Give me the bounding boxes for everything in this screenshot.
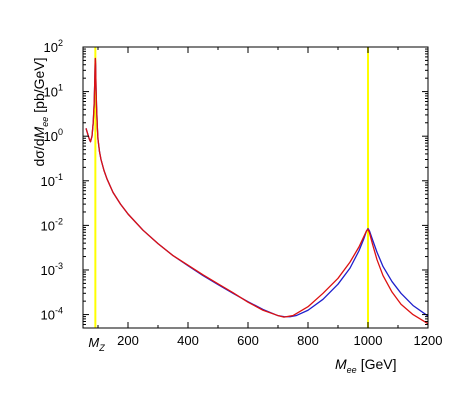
y-axis-title: dσ/dMee[pb/GeV]	[31, 57, 50, 166]
data-series	[85, 57, 429, 325]
x-tick-label-mz: MZ	[88, 335, 105, 353]
x-tick-label: 600	[237, 333, 259, 348]
y-tick-label: 10-2	[41, 216, 63, 233]
y-tick-label: 10-3	[41, 261, 63, 278]
x-tick-label: 400	[177, 333, 199, 348]
series-line-1	[85, 57, 429, 325]
x-tick-label: 200	[117, 333, 139, 348]
x-axis-title: Mee [GeV]	[335, 356, 396, 375]
x-tick-label: 800	[297, 333, 319, 348]
y-tick-label: 101	[44, 83, 63, 100]
y-tick-label: 10-1	[41, 172, 63, 189]
y-tick-label: 102	[44, 38, 63, 55]
vertical-marker-lines	[94, 47, 369, 328]
y-tick-label: 10-4	[41, 306, 63, 323]
series-line-0	[85, 57, 429, 318]
plot-frame	[82, 46, 429, 329]
tick-labels: 200 400 600 800 1000 1200 MZ 10-4 10-3 10-2 10-1 10…	[41, 38, 443, 353]
axis-ticks	[83, 46, 429, 328]
x-tick-label: 1000	[354, 333, 383, 348]
x-tick-label: 1200	[414, 333, 443, 348]
y-tick-label: 100	[44, 127, 63, 144]
